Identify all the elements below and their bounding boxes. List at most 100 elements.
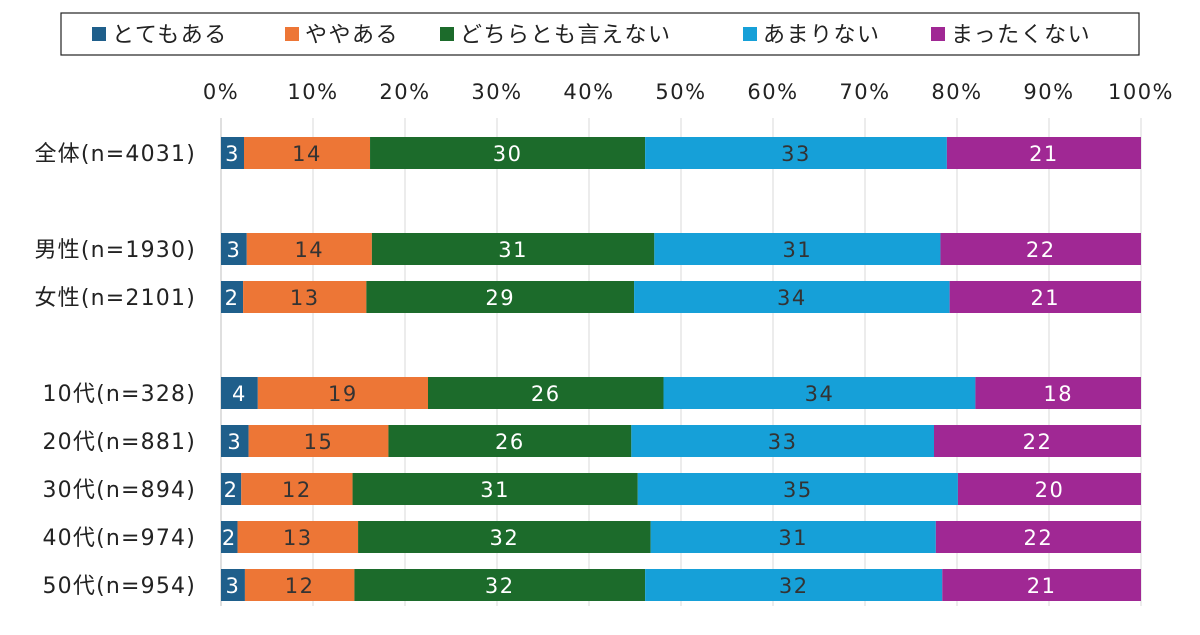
row-label: 女性(n=2101) — [34, 286, 196, 311]
bar-segment — [942, 569, 1141, 601]
data-label: 29 — [485, 286, 515, 310]
bar-row: 2 13 29 34 21 — [221, 281, 1141, 313]
legend-label: あまりない — [763, 23, 881, 48]
bar-segment — [388, 425, 632, 457]
data-label: 21 — [1030, 286, 1060, 310]
data-label: 4 — [232, 382, 247, 406]
bar-segment — [352, 473, 638, 505]
data-label: 2 — [222, 526, 237, 550]
bar-segment — [221, 473, 242, 505]
bar-segment — [244, 569, 355, 601]
legend-swatch — [285, 27, 299, 41]
bar-segment — [221, 137, 244, 169]
data-label: 13 — [290, 286, 320, 310]
data-label: 3 — [225, 142, 240, 166]
row-label: 10代(n=328) — [42, 382, 196, 407]
data-label: 3 — [227, 430, 242, 454]
data-label: 30 — [493, 142, 523, 166]
data-label: 22 — [1024, 526, 1054, 550]
x-tick-label: 10% — [287, 80, 338, 104]
data-label: 12 — [285, 574, 315, 598]
bar-segment — [654, 233, 941, 265]
bar-segment — [634, 281, 950, 313]
x-axis-ticks: 0% 10% 20% 30% 40% 50% 60% 70% 80% 90% 100% — [203, 80, 1174, 104]
bar-segment — [221, 425, 249, 457]
bar-segment — [366, 281, 635, 313]
data-label: 26 — [495, 430, 525, 454]
bar-segment — [935, 521, 1141, 553]
bar-segment — [934, 425, 1141, 457]
data-label: 31 — [480, 478, 510, 502]
data-label: 34 — [777, 286, 807, 310]
bar-segment — [246, 233, 372, 265]
bar-segment — [221, 521, 238, 553]
bar-segment — [221, 281, 244, 313]
data-label: 22 — [1026, 238, 1056, 262]
bar-segment — [631, 425, 934, 457]
data-label: 14 — [294, 238, 324, 262]
x-tick-label: 50% — [655, 80, 706, 104]
x-tick-label: 20% — [379, 80, 430, 104]
bar-rows: 3 14 30 33 213 14 31 31 222 13 29 34 214 19 26 34 183 15 2… — [221, 137, 1141, 601]
data-label: 34 — [805, 382, 835, 406]
bar-segment — [371, 233, 655, 265]
bar-segment — [650, 521, 936, 553]
data-label: 32 — [489, 526, 519, 550]
row-label: 20代(n=881) — [42, 430, 196, 455]
data-label: 22 — [1023, 430, 1053, 454]
x-tick-label: 80% — [931, 80, 982, 104]
row-label: 男性(n=1930) — [34, 238, 196, 263]
bar-row: 3 14 30 33 21 — [221, 137, 1141, 169]
bar-row: 4 19 26 34 18 — [221, 377, 1141, 409]
data-label: 31 — [498, 238, 528, 262]
bar-row: 3 14 31 31 22 — [221, 233, 1141, 265]
bar-segment — [244, 137, 371, 169]
data-label: 15 — [304, 430, 334, 454]
data-label: 31 — [778, 526, 808, 550]
legend-swatch — [92, 27, 106, 41]
row-label: 50代(n=954) — [42, 574, 196, 599]
row-label: 30代(n=894) — [42, 478, 196, 503]
data-label: 13 — [283, 526, 313, 550]
bar-segment — [241, 473, 353, 505]
legend-swatch — [440, 27, 454, 41]
bar-segment — [940, 233, 1141, 265]
bar-segment — [949, 281, 1141, 313]
x-tick-label: 90% — [1023, 80, 1074, 104]
legend-swatch — [743, 27, 757, 41]
bar-segment — [370, 137, 646, 169]
x-tick-label: 70% — [839, 80, 890, 104]
x-tick-label: 30% — [471, 80, 522, 104]
legend-box — [60, 12, 1140, 56]
bar-segment — [354, 569, 646, 601]
bar-row: 3 15 26 33 22 — [221, 425, 1141, 457]
x-tick-label: 0% — [203, 80, 239, 104]
legend-swatch — [931, 27, 945, 41]
data-label: 32 — [485, 574, 515, 598]
bar-segment — [637, 473, 958, 505]
data-label: 31 — [783, 238, 813, 262]
bar-segment — [237, 521, 359, 553]
row-label: 全体(n=4031) — [34, 142, 196, 167]
bar-segment — [221, 377, 258, 409]
data-label: 14 — [292, 142, 322, 166]
data-label: 2 — [224, 478, 239, 502]
legend-label: どちらとも言えない — [460, 23, 672, 48]
bar-segment — [248, 425, 389, 457]
x-tick-label: 100% — [1108, 80, 1174, 104]
bar-segment — [358, 521, 651, 553]
data-label: 2 — [225, 286, 240, 310]
bar-segment — [645, 137, 947, 169]
bar-segment — [428, 377, 664, 409]
bar-segment — [957, 473, 1141, 505]
bar-segment — [257, 377, 428, 409]
data-label: 33 — [768, 430, 798, 454]
x-tick-label: 60% — [747, 80, 798, 104]
data-label: 21 — [1029, 142, 1059, 166]
data-label: 21 — [1027, 574, 1057, 598]
chart-legend: とてもある ややある どちらとも言えない あまりない まったくない — [60, 12, 1140, 56]
bar-segment — [663, 377, 976, 409]
bar-row: 3 12 32 32 21 — [221, 569, 1141, 601]
bar-segment — [946, 137, 1141, 169]
